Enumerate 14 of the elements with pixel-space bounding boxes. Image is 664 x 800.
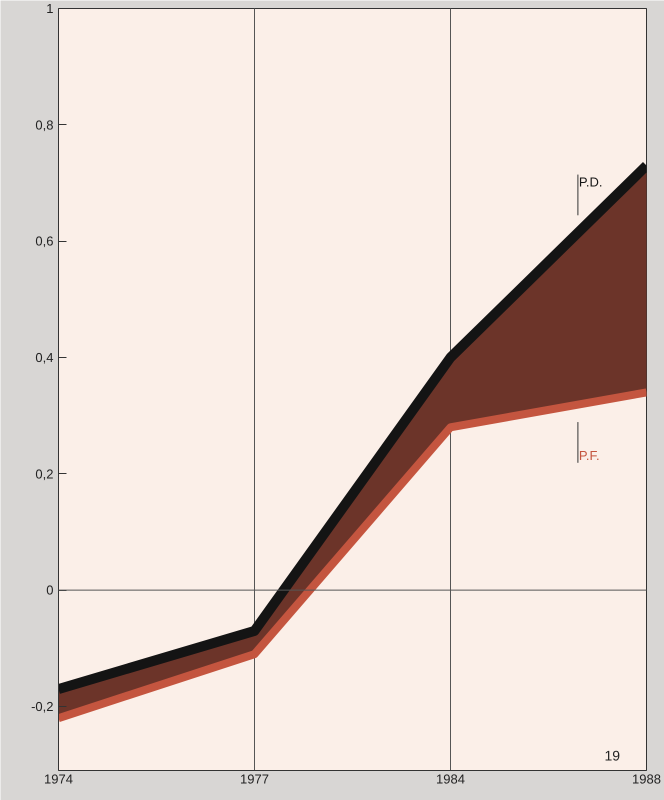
- text: P.F.: [578, 448, 600, 463]
- y-tick-label: 0,2: [35, 466, 54, 482]
- series-label: P.D.: [578, 174, 603, 190]
- y-tick-label: 0,4: [35, 350, 54, 366]
- x-tick-label: 1988: [632, 772, 661, 786]
- y-tick-label: 0,6: [35, 234, 54, 249]
- y-tick-label: 1: [46, 1, 54, 16]
- x-tick-label: 1974: [44, 772, 73, 786]
- y-tick-label: 0: [46, 582, 54, 598]
- y-tick-label: -0,2: [31, 699, 54, 714]
- x-tick-label: 1977: [240, 772, 269, 786]
- x-tick-label: 1984: [436, 772, 465, 786]
- y-tick-label: 0,8: [35, 117, 54, 132]
- annotation: 19: [604, 748, 620, 764]
